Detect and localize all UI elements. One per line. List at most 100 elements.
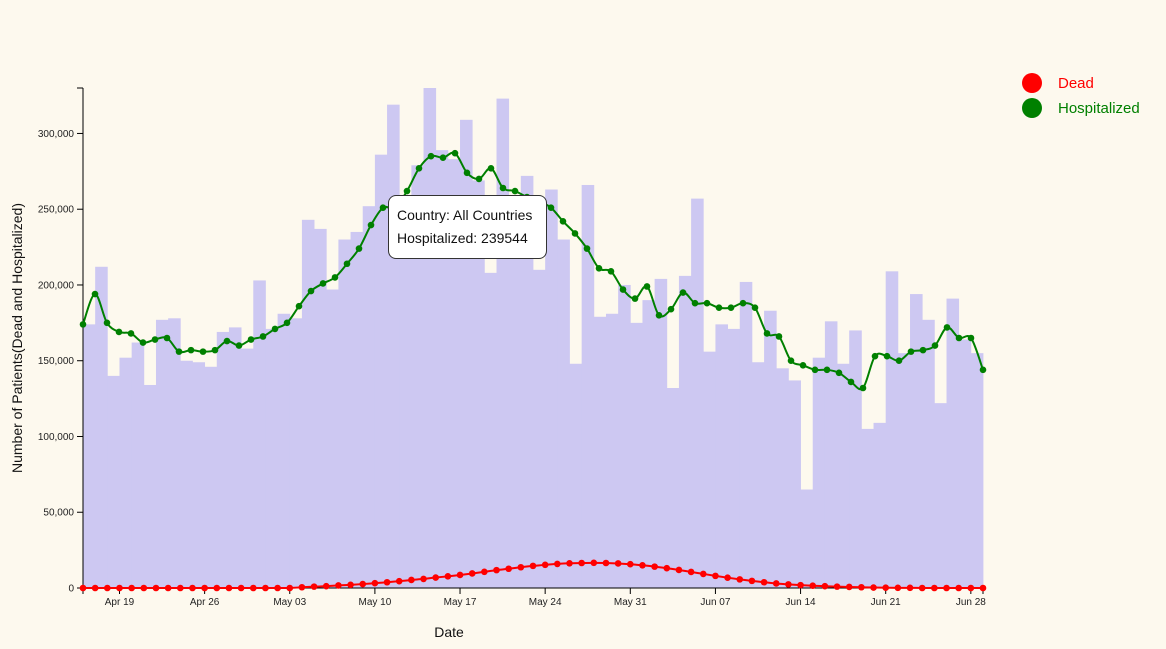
x-tick-label: May 17 — [444, 597, 477, 608]
hospitalized-point — [955, 334, 963, 342]
hospitalized-point — [343, 260, 351, 268]
bar — [484, 272, 497, 588]
bar — [910, 294, 923, 588]
bar — [958, 339, 972, 588]
bar — [447, 159, 461, 588]
bar — [715, 324, 728, 588]
dead-point — [286, 584, 294, 592]
hospitalized-point — [283, 319, 291, 327]
dead-point — [128, 584, 135, 592]
dead-point — [651, 563, 658, 570]
dead-point — [79, 584, 87, 592]
bar — [885, 271, 899, 588]
bar — [253, 280, 266, 588]
dead-point — [444, 573, 452, 580]
dead-point — [943, 584, 950, 592]
dead-point — [675, 566, 683, 574]
bar — [751, 362, 765, 588]
hospitalized-point — [643, 283, 651, 290]
hospitalized-point — [367, 221, 375, 229]
legend-label-hospitalized: Hospitalized — [1058, 100, 1140, 117]
hospitalized-point — [871, 352, 879, 360]
hospitalized-point — [223, 337, 231, 345]
dead-point — [322, 582, 330, 590]
hospitalized-point — [787, 357, 795, 365]
bar — [849, 330, 862, 588]
hospitalized-point — [595, 265, 603, 272]
bar — [326, 289, 339, 588]
legend-marker-hospitalized — [1022, 98, 1042, 118]
y-tick-label: 200,000 — [38, 280, 75, 291]
bar — [776, 368, 789, 588]
hospitalized-point — [79, 321, 87, 328]
bar — [277, 313, 291, 588]
dead-point — [274, 584, 281, 592]
bar — [508, 201, 522, 589]
dead-point — [420, 575, 427, 583]
dead-point — [456, 571, 464, 579]
bar — [581, 184, 595, 588]
bar — [399, 207, 412, 589]
hospitalized-point — [631, 295, 639, 302]
hospitalized-point — [127, 330, 135, 337]
dead-point — [249, 584, 257, 592]
dead-point — [687, 568, 695, 576]
bar — [873, 422, 887, 588]
dead-point — [809, 582, 817, 590]
dead-point — [395, 577, 403, 585]
dead-point — [626, 560, 634, 568]
bar — [301, 219, 315, 588]
dead-point — [383, 578, 391, 586]
bar — [897, 353, 911, 588]
hospitalized-point — [583, 245, 591, 252]
dead-point — [262, 584, 269, 592]
bar — [95, 266, 108, 588]
dead-point — [152, 584, 160, 592]
dead-point — [408, 576, 415, 584]
bar — [314, 228, 327, 588]
bar — [350, 231, 364, 588]
dead-point — [529, 562, 537, 570]
dead-point — [712, 572, 719, 580]
bar — [83, 324, 96, 588]
bar — [228, 327, 242, 588]
bars-group — [83, 88, 984, 589]
hospitalized-point — [727, 304, 735, 311]
dead-point — [955, 584, 962, 592]
hospitalized-point — [331, 274, 339, 281]
dead-point — [189, 584, 196, 592]
bar — [265, 328, 278, 588]
bar — [338, 239, 351, 589]
bar — [800, 489, 814, 588]
dead-point — [298, 583, 306, 591]
x-tick-label: Jun 07 — [700, 597, 730, 608]
dead-point — [140, 584, 148, 592]
dead-point — [760, 578, 768, 586]
hospitalized-point — [703, 299, 711, 307]
bar — [703, 351, 716, 588]
bar — [922, 319, 935, 588]
tooltip-country: Country: All Countries — [397, 207, 533, 223]
y-tick-label: 150,000 — [38, 356, 75, 367]
bar — [180, 360, 193, 588]
hospitalized-point — [511, 187, 519, 195]
dead-point — [116, 584, 123, 592]
tooltip: Country: All Countries Hospitalized: 239… — [388, 195, 547, 259]
bar — [557, 239, 570, 589]
hospitalized-point — [559, 218, 567, 225]
bar — [545, 189, 558, 589]
legend-label-dead: Dead — [1058, 75, 1094, 92]
dead-point — [201, 584, 208, 592]
legend-marker-dead — [1022, 73, 1042, 93]
x-tick-label: Apr 19 — [105, 597, 135, 608]
hospitalized-point — [607, 268, 615, 275]
hospitalized-point — [139, 339, 147, 346]
x-tick-label: May 10 — [358, 597, 391, 608]
bar — [289, 318, 303, 588]
hospitalized-point — [667, 305, 675, 313]
hospitalized-point — [91, 290, 99, 298]
y-tick-label: 300,000 — [38, 129, 75, 140]
dead-point — [468, 570, 476, 577]
dead-point — [590, 559, 598, 567]
